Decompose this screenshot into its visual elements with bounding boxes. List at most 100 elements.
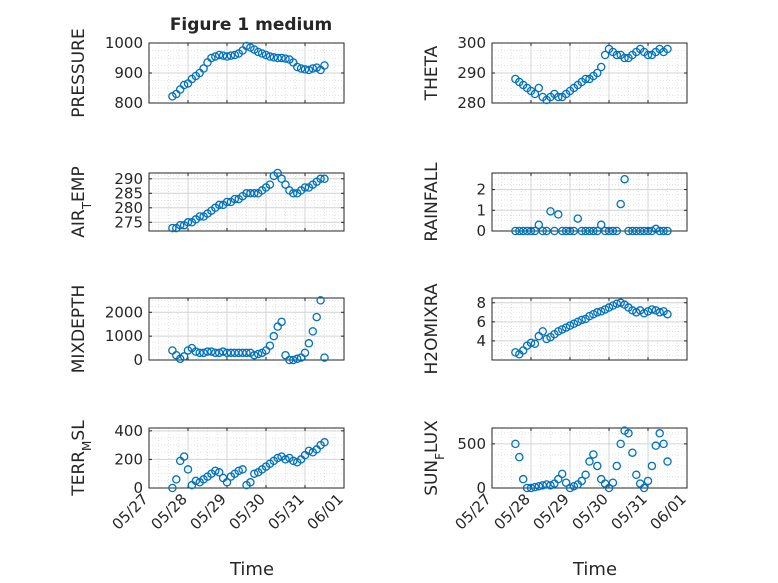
- data-point: [273, 168, 282, 178]
- data-point: [620, 53, 629, 63]
- data-point: [596, 220, 606, 230]
- data-point: [643, 50, 653, 60]
- data-point: [557, 325, 567, 334]
- data-point: [663, 457, 672, 466]
- data-point: [292, 354, 302, 364]
- y-tick-label: 285: [114, 184, 143, 202]
- y-axis-label: RAINFALL: [422, 162, 442, 242]
- data-point: [308, 64, 318, 73]
- data-point: [250, 469, 259, 478]
- data-point: [554, 92, 563, 102]
- y-tick-label: 275: [114, 213, 143, 231]
- data-point: [273, 453, 282, 463]
- data-point: [168, 346, 177, 355]
- data-point: [569, 481, 579, 491]
- data-point: [269, 331, 279, 341]
- y-tick-label: 290: [457, 64, 486, 82]
- data-point: [226, 51, 236, 60]
- y-axis-label: THETA: [422, 45, 442, 101]
- data-point: [546, 481, 555, 490]
- data-point: [600, 479, 610, 488]
- data-point: [250, 350, 259, 360]
- data-point: [663, 226, 672, 236]
- data-point: [628, 448, 637, 457]
- data-point: [253, 349, 263, 359]
- data-point: [526, 226, 536, 236]
- data-point: [643, 307, 653, 316]
- data-point: [577, 476, 586, 486]
- y-tick-label: 200: [114, 450, 143, 468]
- data-point: [632, 470, 641, 480]
- data-point: [600, 50, 610, 60]
- data-point: [211, 52, 220, 61]
- data-point: [659, 226, 668, 236]
- y-axis-label: SUNFLUX: [422, 420, 447, 496]
- data-point: [300, 183, 310, 192]
- data-point: [289, 456, 298, 466]
- data-point: [585, 311, 594, 321]
- data-point: [230, 194, 240, 204]
- data-point: [651, 441, 661, 450]
- subplot-h2omixra: 468 H2OMIXRA: [422, 283, 688, 375]
- data-point: [304, 65, 314, 75]
- data-point: [316, 174, 325, 184]
- y-tick-label: 280: [114, 199, 143, 217]
- x-tick-label: 05/30: [226, 490, 269, 533]
- axes-box: [491, 172, 688, 232]
- data-point: [593, 308, 602, 317]
- data-point: [589, 226, 598, 236]
- y-tick-label: 1000: [105, 327, 143, 345]
- data-point: [651, 306, 661, 315]
- data-point: [214, 200, 224, 210]
- data-point: [596, 62, 606, 72]
- data-point: [207, 53, 216, 63]
- data-point: [643, 476, 653, 486]
- data-point: [612, 226, 622, 236]
- y-tick-label: 500: [457, 435, 486, 453]
- axes-box: [148, 172, 345, 232]
- data-point: [222, 478, 232, 487]
- data-point: [530, 339, 540, 349]
- data-point: [600, 305, 610, 314]
- y-axis-label: TERRMSL: [69, 420, 94, 497]
- y-tick-label: 4: [476, 332, 486, 350]
- y-tick-label: 0: [476, 479, 486, 497]
- y-tick-label: 0: [476, 222, 486, 240]
- data-point: [214, 468, 224, 477]
- data-point: [168, 483, 177, 493]
- data-point: [175, 85, 185, 94]
- x-tick-label: 05/31: [608, 490, 651, 533]
- x-tick-label: 05/29: [187, 490, 230, 533]
- data-point: [242, 348, 251, 358]
- data-point: [632, 308, 641, 317]
- data-point: [538, 226, 547, 236]
- data-point: [296, 64, 306, 73]
- data-point: [175, 456, 185, 466]
- data-point: [179, 352, 189, 361]
- y-axis-label: PRESSURE: [69, 28, 89, 117]
- data-point: [608, 478, 618, 487]
- data-point: [624, 429, 633, 438]
- data-point: [589, 450, 598, 459]
- data-point: [211, 466, 220, 476]
- x-tick-label: 05/27: [109, 490, 152, 533]
- data-point: [596, 474, 606, 484]
- data-point: [522, 483, 532, 493]
- data-point: [261, 50, 271, 60]
- data-point: [565, 483, 575, 493]
- data-point: [316, 296, 325, 305]
- data-point: [620, 174, 629, 184]
- data-point: [175, 220, 185, 230]
- data-point: [554, 327, 563, 336]
- y-tick-label: 6: [476, 313, 486, 331]
- data-point: [281, 54, 290, 63]
- data-point: [647, 305, 657, 314]
- data-point: [250, 189, 259, 198]
- axes-box: [491, 297, 688, 361]
- axes-box: [148, 297, 345, 361]
- data-point: [300, 348, 310, 358]
- y-tick-label: 0: [133, 479, 143, 497]
- y-tick-label: 1: [476, 201, 486, 219]
- data-point: [277, 53, 286, 63]
